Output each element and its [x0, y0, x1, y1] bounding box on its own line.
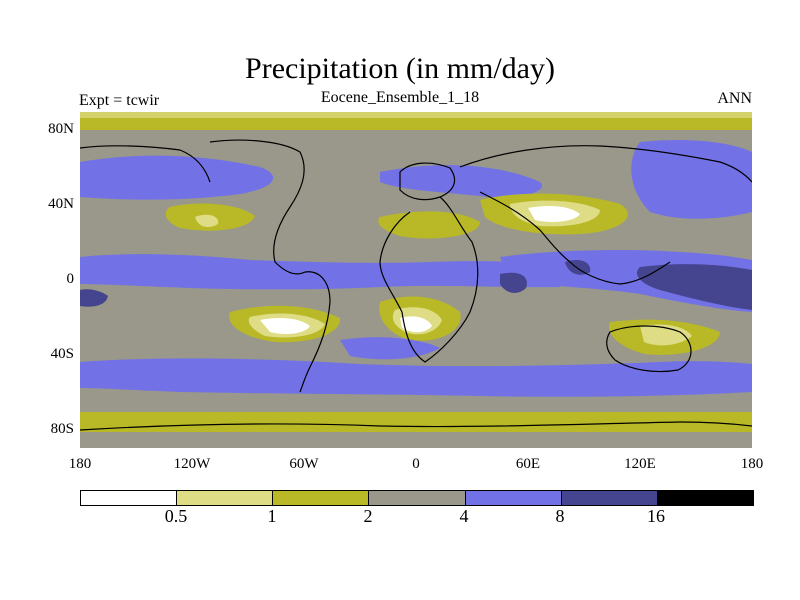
colorbar-label-16: 16	[647, 506, 665, 526]
lon-label-0: 0	[412, 456, 420, 472]
colorbar-swatch-6	[657, 491, 753, 505]
map-canvas	[79, 112, 753, 448]
season-label: ANN	[717, 90, 752, 107]
lon-label-180e: 180	[740, 456, 764, 472]
colorbar-label-4: 4	[459, 506, 469, 526]
colorbar-swatch-4	[465, 491, 562, 505]
experiment-label: Expt = tcwir	[79, 92, 160, 109]
lat-label-40n: 40N	[48, 196, 74, 212]
lat-label-40s: 40S	[50, 346, 74, 362]
colorbar-label-8: 8	[555, 506, 565, 526]
colorbar-swatch-5	[561, 491, 658, 505]
colorbar-swatch-3	[369, 491, 466, 505]
lat-label-80s: 80S	[50, 421, 74, 437]
lon-label-120e: 120E	[624, 456, 656, 472]
colorbar-swatch-0	[81, 491, 178, 505]
colorbar-label-1: 1	[267, 506, 277, 526]
lat-label-80n: 80N	[48, 121, 74, 137]
precipitation-map	[79, 112, 753, 448]
colorbar	[80, 490, 754, 506]
lon-label-120w: 120W	[173, 456, 211, 472]
lon-label-60w: 60W	[289, 456, 319, 472]
ensemble-label: Eocene_Ensemble_1_18	[320, 89, 480, 106]
lon-label-180w: 180	[68, 456, 92, 472]
lon-label-60e: 60E	[515, 456, 541, 472]
lat-label-0: 0	[66, 271, 75, 287]
colorbar-label-2: 2	[363, 506, 373, 526]
colorbar-label-0-5: 0.5	[164, 506, 188, 526]
colorbar-swatch-1	[177, 491, 274, 505]
colorbar-swatch-2	[273, 491, 370, 505]
map-title: Precipitation (in mm/day)	[245, 52, 555, 85]
